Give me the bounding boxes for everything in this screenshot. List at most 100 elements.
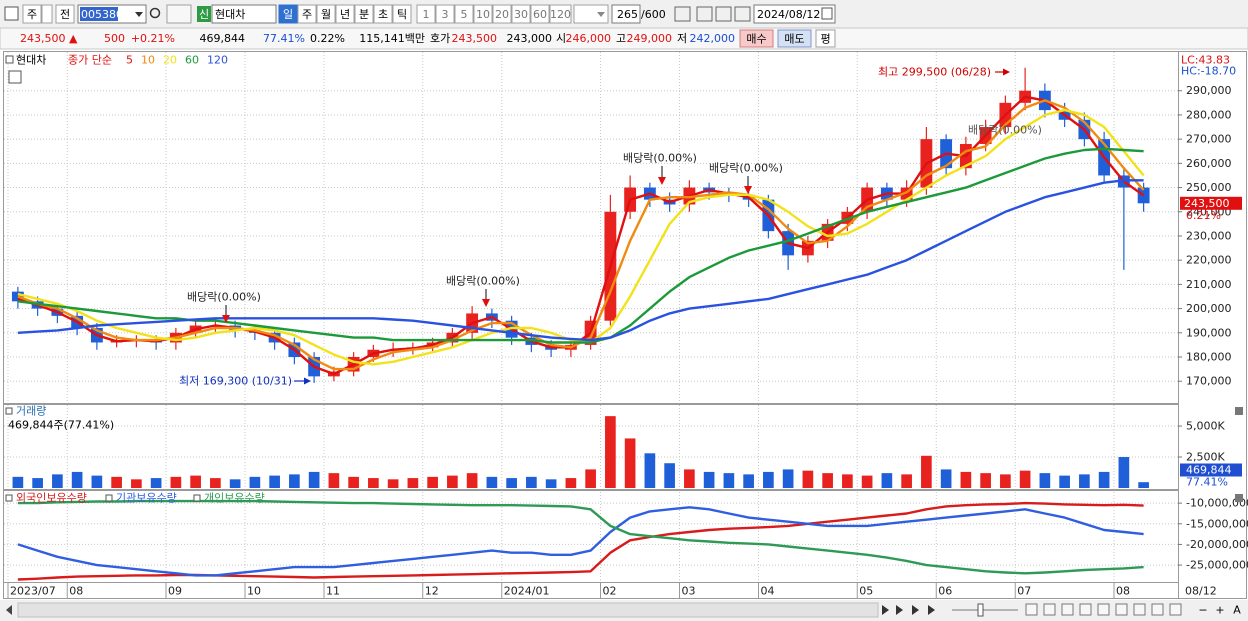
- sell-button[interactable]: [777, 29, 812, 48]
- period-button[interactable]: [278, 4, 298, 24]
- volume-bar: [881, 473, 893, 488]
- tool-icon[interactable]: [734, 6, 751, 22]
- scroll-track[interactable]: [17, 602, 879, 618]
- calendar-icon[interactable]: [821, 7, 833, 20]
- legend-entry: 기관보유수량: [116, 492, 177, 505]
- nav-button[interactable]: [928, 605, 935, 615]
- buy-button[interactable]: [739, 29, 774, 48]
- close-icon[interactable]: [1235, 494, 1243, 502]
- name-text[interactable]: 현대차: [215, 8, 245, 21]
- period-button[interactable]: [316, 4, 336, 24]
- count-text[interactable]: 265: [617, 8, 638, 21]
- buy-button-label[interactable]: 매수: [746, 33, 766, 46]
- interval-button-label[interactable]: 10: [476, 8, 490, 21]
- tool-button[interactable]: [1025, 603, 1038, 616]
- view-button-label[interactable]: 전: [60, 8, 70, 21]
- tool-icon[interactable]: [715, 6, 732, 22]
- annotation-arrowhead: [222, 315, 230, 323]
- tool-button[interactable]: [1151, 603, 1164, 616]
- avg-button[interactable]: [815, 29, 836, 48]
- period-button[interactable]: [297, 4, 317, 24]
- interval-button[interactable]: [454, 4, 474, 24]
- tool-button[interactable]: [1169, 603, 1182, 616]
- period-button[interactable]: [335, 4, 355, 24]
- date-input[interactable]: [753, 4, 836, 24]
- nav-button[interactable]: [896, 605, 903, 615]
- dropdown-arrow[interactable]: [135, 12, 143, 17]
- search-icon[interactable]: [149, 7, 161, 19]
- scroll-left[interactable]: [6, 605, 12, 615]
- period-button-label[interactable]: 분: [359, 8, 369, 21]
- turnover-rate: 0.22%: [310, 32, 345, 45]
- volume-bar: [368, 478, 379, 488]
- tool-button[interactable]: [1061, 603, 1074, 616]
- tool-button[interactable]: [1079, 603, 1092, 616]
- x-tick-label: 08: [69, 585, 83, 598]
- view-button[interactable]: [55, 4, 75, 24]
- volume-bar: [348, 476, 359, 488]
- view-button-label[interactable]: 주: [27, 8, 37, 21]
- speaker-button[interactable]: [166, 4, 192, 24]
- period-button-label[interactable]: 초: [378, 8, 388, 21]
- tool-button[interactable]: [1097, 603, 1110, 616]
- nav-button[interactable]: [882, 605, 889, 615]
- zoom-in[interactable]: +: [1215, 604, 1224, 617]
- interval-button-label[interactable]: 5: [461, 8, 468, 21]
- interval-button-label[interactable]: 60: [533, 8, 547, 21]
- nav-button[interactable]: [912, 605, 919, 615]
- y-tick-label: -25,000,000: [1186, 559, 1248, 572]
- volume: 469,844: [200, 32, 246, 45]
- bid: 243,000: [507, 32, 553, 45]
- date-text[interactable]: 2024/08/12: [757, 8, 820, 21]
- period-button[interactable]: [392, 4, 412, 24]
- tool-icon[interactable]: [696, 6, 713, 22]
- interval-button[interactable]: [435, 4, 455, 24]
- avg-button-label[interactable]: 평: [820, 33, 830, 46]
- code-text[interactable]: 005380: [81, 8, 123, 21]
- period-button-label[interactable]: 주: [302, 8, 312, 21]
- zoom-thumb[interactable]: [977, 603, 984, 617]
- dropdown[interactable]: [41, 4, 53, 24]
- interval-button[interactable]: [511, 4, 531, 24]
- y-tick-label: 2,500K: [1186, 451, 1225, 464]
- tool-icon[interactable]: [674, 6, 691, 22]
- change: 500: [104, 32, 125, 45]
- count-input[interactable]: [611, 4, 641, 24]
- interval-button[interactable]: [530, 4, 550, 24]
- interval-button[interactable]: [416, 4, 436, 24]
- period-button[interactable]: [354, 4, 374, 24]
- interval-button-label[interactable]: 3: [442, 8, 449, 21]
- zoom-out[interactable]: −: [1198, 604, 1207, 617]
- y-tick-label: 230,000: [1186, 229, 1232, 242]
- period-button-label[interactable]: 틱: [397, 8, 407, 21]
- volume-bar: [585, 469, 596, 488]
- interval-button-label[interactable]: 30: [514, 8, 528, 21]
- tool-button[interactable]: [1043, 603, 1056, 616]
- tool-button[interactable]: [1133, 603, 1146, 616]
- interval-button[interactable]: [473, 4, 493, 24]
- icon[interactable]: [4, 6, 19, 21]
- period-button[interactable]: [373, 4, 393, 24]
- volume-bar: [407, 478, 419, 488]
- interval-button-label[interactable]: 1: [423, 8, 430, 21]
- x-tick-label: 07: [1017, 585, 1031, 598]
- combo[interactable]: [573, 4, 609, 24]
- font-button[interactable]: A: [1233, 604, 1241, 617]
- view-button[interactable]: [22, 4, 42, 24]
- interval-button-label[interactable]: 20: [495, 8, 509, 21]
- interval-button[interactable]: [492, 4, 512, 24]
- name-input[interactable]: [211, 4, 277, 24]
- legend-entry: 10: [141, 54, 155, 67]
- sell-button-label[interactable]: 매도: [784, 33, 804, 46]
- calc-icon[interactable]: [8, 70, 22, 84]
- interval-button-label[interactable]: 120: [550, 8, 571, 21]
- volume-bar: [684, 469, 695, 488]
- period-button-label[interactable]: 년: [340, 8, 350, 21]
- interval-button[interactable]: [549, 4, 572, 24]
- period-button-label[interactable]: 월: [321, 8, 331, 21]
- volume-subtitle: 469,844주(77.41%): [8, 419, 114, 432]
- tool-button[interactable]: [1115, 603, 1128, 616]
- dropdown-arrow[interactable]: [597, 12, 605, 17]
- close-icon[interactable]: [1235, 407, 1243, 415]
- period-button-label[interactable]: 일: [283, 7, 293, 21]
